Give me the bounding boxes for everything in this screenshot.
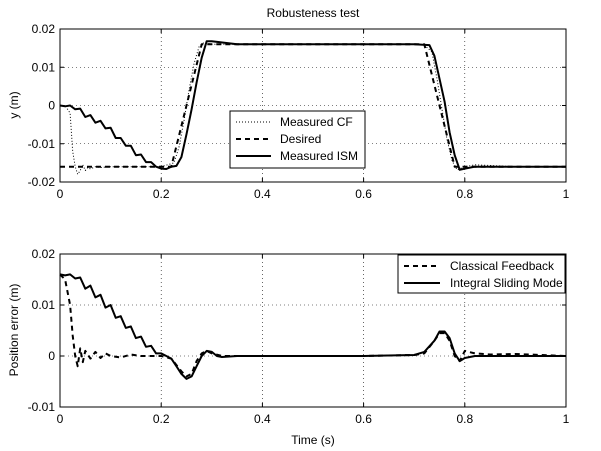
bottom-y-axis-label: Position error (m) (7, 284, 21, 377)
bottom-y-tick-label: -0.01 (28, 400, 56, 414)
series-line-classical-feedback (59, 273, 567, 378)
bottom-plot-frame (59, 253, 567, 408)
top-x-tick-label: 1 (563, 187, 570, 201)
bottom-x-tick-label: 0 (57, 412, 64, 426)
top-y-tick-label: 0.02 (32, 22, 56, 36)
top-x-tick-label: 0.4 (254, 187, 271, 201)
top-y-tick-label: 0 (48, 99, 55, 113)
bottom-y-tick-label: 0 (48, 349, 55, 363)
bottom-y-tick-label: 0.01 (32, 298, 56, 312)
top-y-axis-label: y (m) (7, 91, 21, 118)
bottom-y-tick-label: 0.02 (32, 247, 56, 261)
bottom-x-tick-label: 0.2 (153, 412, 170, 426)
bottom-series-group (59, 273, 567, 380)
top-y-tick-label: -0.02 (28, 175, 56, 189)
top-x-tick-label: 0.6 (355, 187, 372, 201)
top-tick-labels: 0 0.2 0.4 0.6 0.8 1 -0.02 -0.01 0 0.01 0.02 (28, 22, 570, 201)
bottom-x-tick-label: 0.8 (456, 412, 473, 426)
legend-label-integral-sliding-mode: Integral Sliding Mode (450, 276, 563, 290)
series-line-measured-ism (59, 40, 566, 171)
top-x-tick-label: 0 (57, 187, 64, 201)
top-chart-panel: 0 0.2 0.4 0.6 0.8 1 -0.02 -0.01 0 0.01 0.02 Robust… (7, 6, 570, 201)
legend-label-classical-feedback: Classical Feedback (450, 259, 555, 273)
top-series-group (59, 40, 566, 175)
bottom-x-axis-label: Time (s) (291, 433, 335, 447)
series-line-integral-sliding-mode (59, 273, 566, 380)
top-legend: Measured CF Desired Measured ISM (229, 110, 366, 169)
top-chart-title: Robusteness test (267, 6, 360, 20)
bottom-x-tick-label: 1 (563, 412, 570, 426)
bottom-x-tick-label: 0.4 (254, 412, 271, 426)
top-x-tick-label: 0.2 (153, 187, 170, 201)
bottom-x-tick-label: 0.6 (355, 412, 372, 426)
legend-label-measured-ism: Measured ISM (280, 149, 358, 163)
legend-label-measured-cf: Measured CF (280, 115, 353, 129)
top-x-tick-label: 0.8 (456, 187, 473, 201)
bottom-legend: Classical Feedback Integral Sliding Mode (397, 254, 566, 294)
top-y-tick-label: 0.01 (32, 60, 56, 74)
legend-label-desired: Desired (280, 132, 321, 146)
top-y-tick-label: -0.01 (28, 137, 56, 151)
